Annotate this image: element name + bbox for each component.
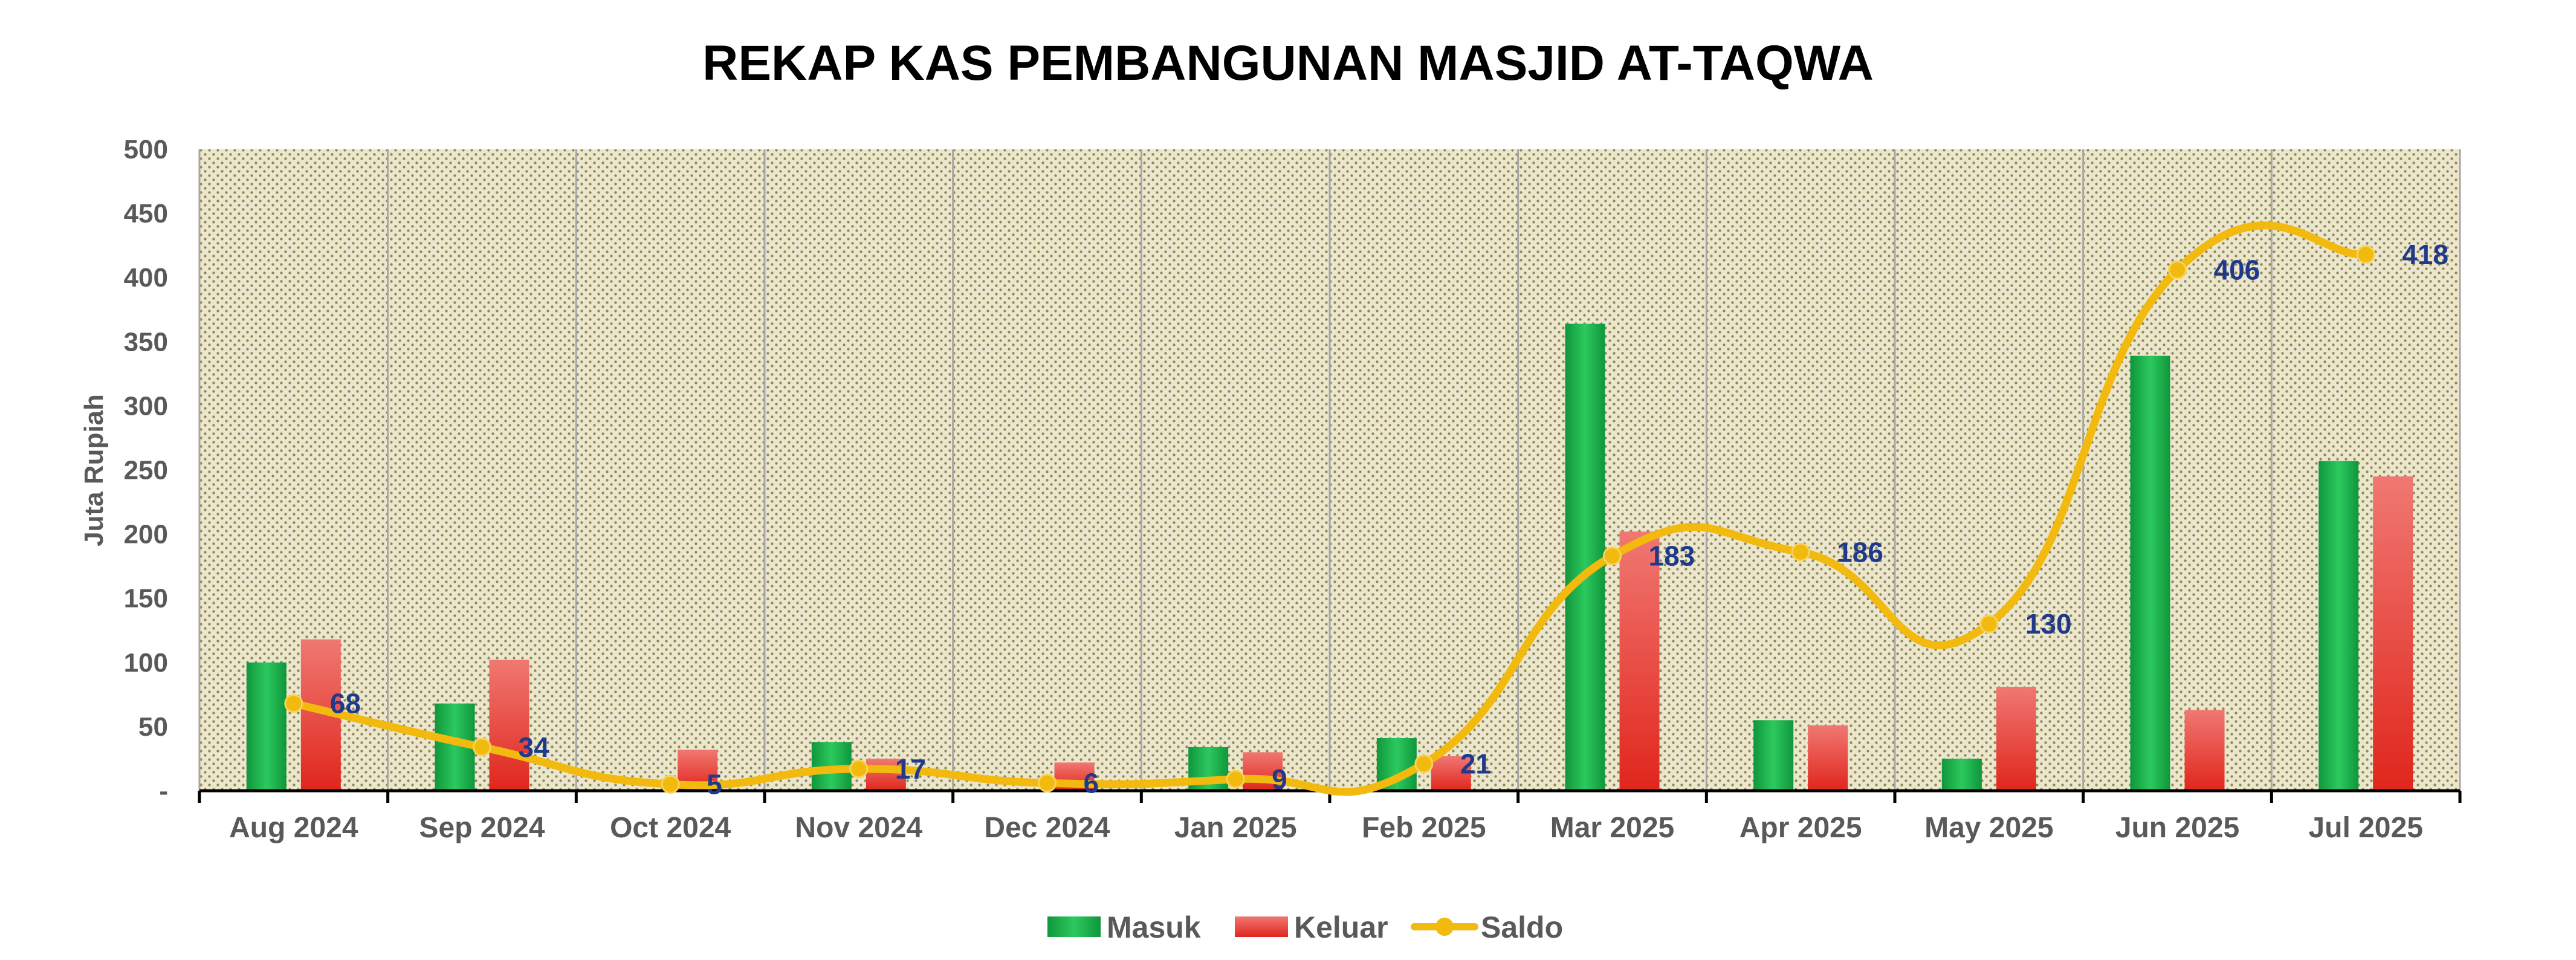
saldo-data-label: 186 (1837, 536, 1883, 568)
bar-masuk (1565, 323, 1605, 791)
y-tick-label: 150 (124, 584, 168, 614)
gridlines (198, 149, 2461, 791)
saldo-data-label: 9 (1272, 764, 1287, 795)
bar-masuk (246, 662, 286, 791)
x-tick-label: Nov 2024 (795, 812, 922, 844)
saldo-data-label: 418 (2402, 239, 2448, 270)
saldo-data-label: 34 (519, 731, 550, 763)
bar-keluar (1808, 725, 1848, 791)
saldo-point (284, 694, 303, 713)
x-tick-label: Jan 2025 (1174, 812, 1297, 844)
saldo-point (849, 759, 869, 779)
x-tick-label: Aug 2024 (229, 812, 358, 844)
y-axis-label: Juta Rupiah (79, 394, 109, 546)
legend-swatch-masuk (1047, 916, 1101, 937)
y-tick-label: 250 (124, 456, 168, 485)
y-tick-label: 450 (124, 199, 168, 229)
bar-keluar (2373, 476, 2413, 791)
x-tick-label: Dec 2024 (984, 812, 1110, 844)
bar-masuk (2130, 355, 2170, 791)
x-tick-label: Mar 2025 (1550, 812, 1674, 844)
saldo-point (1038, 773, 1057, 793)
y-tick-label: 100 (124, 648, 168, 678)
x-tick-label: Jun 2025 (2115, 812, 2239, 844)
bar-masuk (1941, 758, 1982, 791)
legend-swatch-keluar (1235, 916, 1288, 937)
x-tick-label: Jul 2025 (2308, 812, 2422, 844)
y-tick-label: 50 (138, 712, 168, 742)
bar-masuk (2319, 461, 2359, 791)
saldo-line-layer (284, 221, 2375, 796)
bar-keluar (1619, 531, 1660, 791)
bar-keluar (489, 660, 529, 791)
saldo-point (1979, 614, 1999, 634)
y-tick-label: 300 (124, 391, 168, 421)
saldo-data-label: 130 (2025, 608, 2072, 640)
bar-keluar (2184, 710, 2225, 791)
legend: Masuk Keluar Saldo (1047, 910, 1563, 944)
bar-keluar (1243, 752, 1283, 791)
bar-keluar (1996, 687, 2036, 791)
y-tick-label: 200 (124, 520, 168, 550)
x-tick-label: Apr 2025 (1739, 812, 1862, 844)
legend-label: Keluar (1294, 910, 1388, 944)
saldo-data-label: 17 (895, 753, 926, 785)
saldo-point (1603, 546, 1622, 566)
saldo-data-label: 5 (707, 768, 722, 800)
axes: - 50 100 150 200 250 300 350 400 450 500 Aug 2024 Se… (124, 135, 2462, 844)
saldo-data-label: 21 (1460, 748, 1491, 779)
saldo-point (1414, 754, 1434, 773)
saldo-data-label: 6 (1084, 767, 1099, 799)
x-tick-label: Feb 2025 (1362, 812, 1486, 844)
y-tick-label: 500 (124, 135, 168, 164)
saldo-point (473, 738, 491, 757)
y-tick-label: 350 (124, 327, 168, 357)
x-tick-label: Oct 2024 (610, 812, 731, 844)
bars (246, 323, 2413, 791)
bar-keluar (1431, 756, 1471, 791)
saldo-data-label: 68 (330, 688, 361, 719)
saldo-point (661, 774, 680, 794)
chart-title: REKAP KAS PEMBANGUNAN MASJID AT-TAQWA (702, 36, 1874, 91)
legend-marker-saldo (1435, 918, 1454, 936)
saldo-point (1791, 542, 1810, 562)
y-tick-label: 400 (124, 263, 168, 293)
bar-keluar (866, 758, 906, 791)
bar-masuk (1753, 720, 1794, 791)
saldo-point (2168, 260, 2187, 279)
x-tick-label: May 2025 (1924, 812, 2054, 844)
y-tick-label: - (159, 776, 168, 806)
saldo-data-label: 406 (2214, 254, 2260, 285)
legend-label: Masuk (1107, 910, 1201, 944)
saldo-data-label: 183 (1649, 540, 1695, 572)
x-tick-label: Sep 2024 (419, 812, 545, 844)
saldo-point (2356, 245, 2375, 264)
legend-label: Saldo (1481, 910, 1563, 944)
saldo-point (1226, 770, 1245, 789)
data-labels: 68 34 5 17 6 9 21 183 186 130 406 418 (330, 239, 2448, 800)
